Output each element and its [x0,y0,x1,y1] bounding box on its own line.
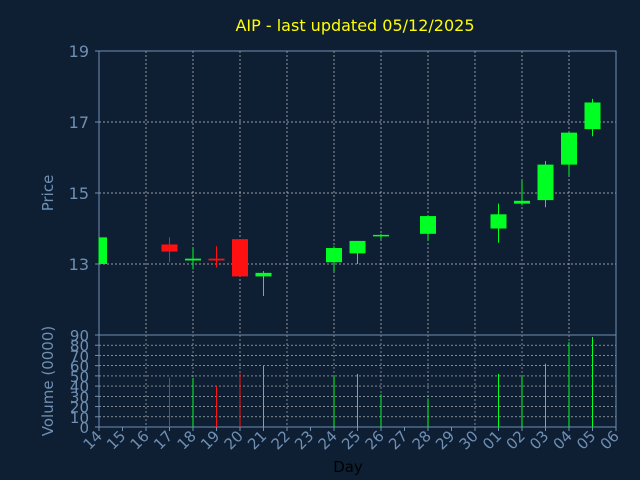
price-tick-label: 17 [69,113,89,132]
price-y-ticks: 13 15 17 19 [69,42,99,274]
candle-body [514,200,530,204]
candles [98,98,601,296]
candle-body [161,244,178,252]
volume-tick-label: 30 [70,388,89,406]
candle-body [373,234,389,237]
volume-tick-label: 90 [70,327,89,345]
volume-axis-label: Volume (0000) [39,326,57,436]
candle-body [99,237,107,264]
candle-body [420,216,436,234]
volume-tick-label: 70 [70,347,89,365]
x-axis-ticks: 1415161718192021222324252627282930010203… [80,427,623,453]
candle-body [255,272,272,277]
candle-body [584,102,601,130]
price-tick-label: 19 [69,42,89,61]
volume-tick-label: 0 [79,419,89,437]
x-axis-label: Day [333,458,363,476]
volume-tick-label: 40 [70,378,89,396]
candle-body [561,132,577,165]
candle-body [537,164,554,201]
candle-body [208,258,225,261]
volume-bars [169,337,593,427]
price-tick-label: 13 [69,255,89,274]
candle-body [349,240,366,254]
price-axis-label: Price [39,175,57,212]
candle-body [232,239,248,277]
price-tick-label: 15 [69,184,89,203]
candle-body [185,258,201,261]
chart-title: AIP - last updated 05/12/2025 [235,16,474,35]
volume-tick-label: 60 [70,358,89,376]
volume-tick-label: 10 [70,409,89,427]
volume-tick-label: 50 [70,368,89,386]
candle-body [490,214,507,229]
candle-body [326,248,342,263]
volume-tick-label: 20 [70,399,89,417]
volume-tick-label: 80 [70,337,89,355]
